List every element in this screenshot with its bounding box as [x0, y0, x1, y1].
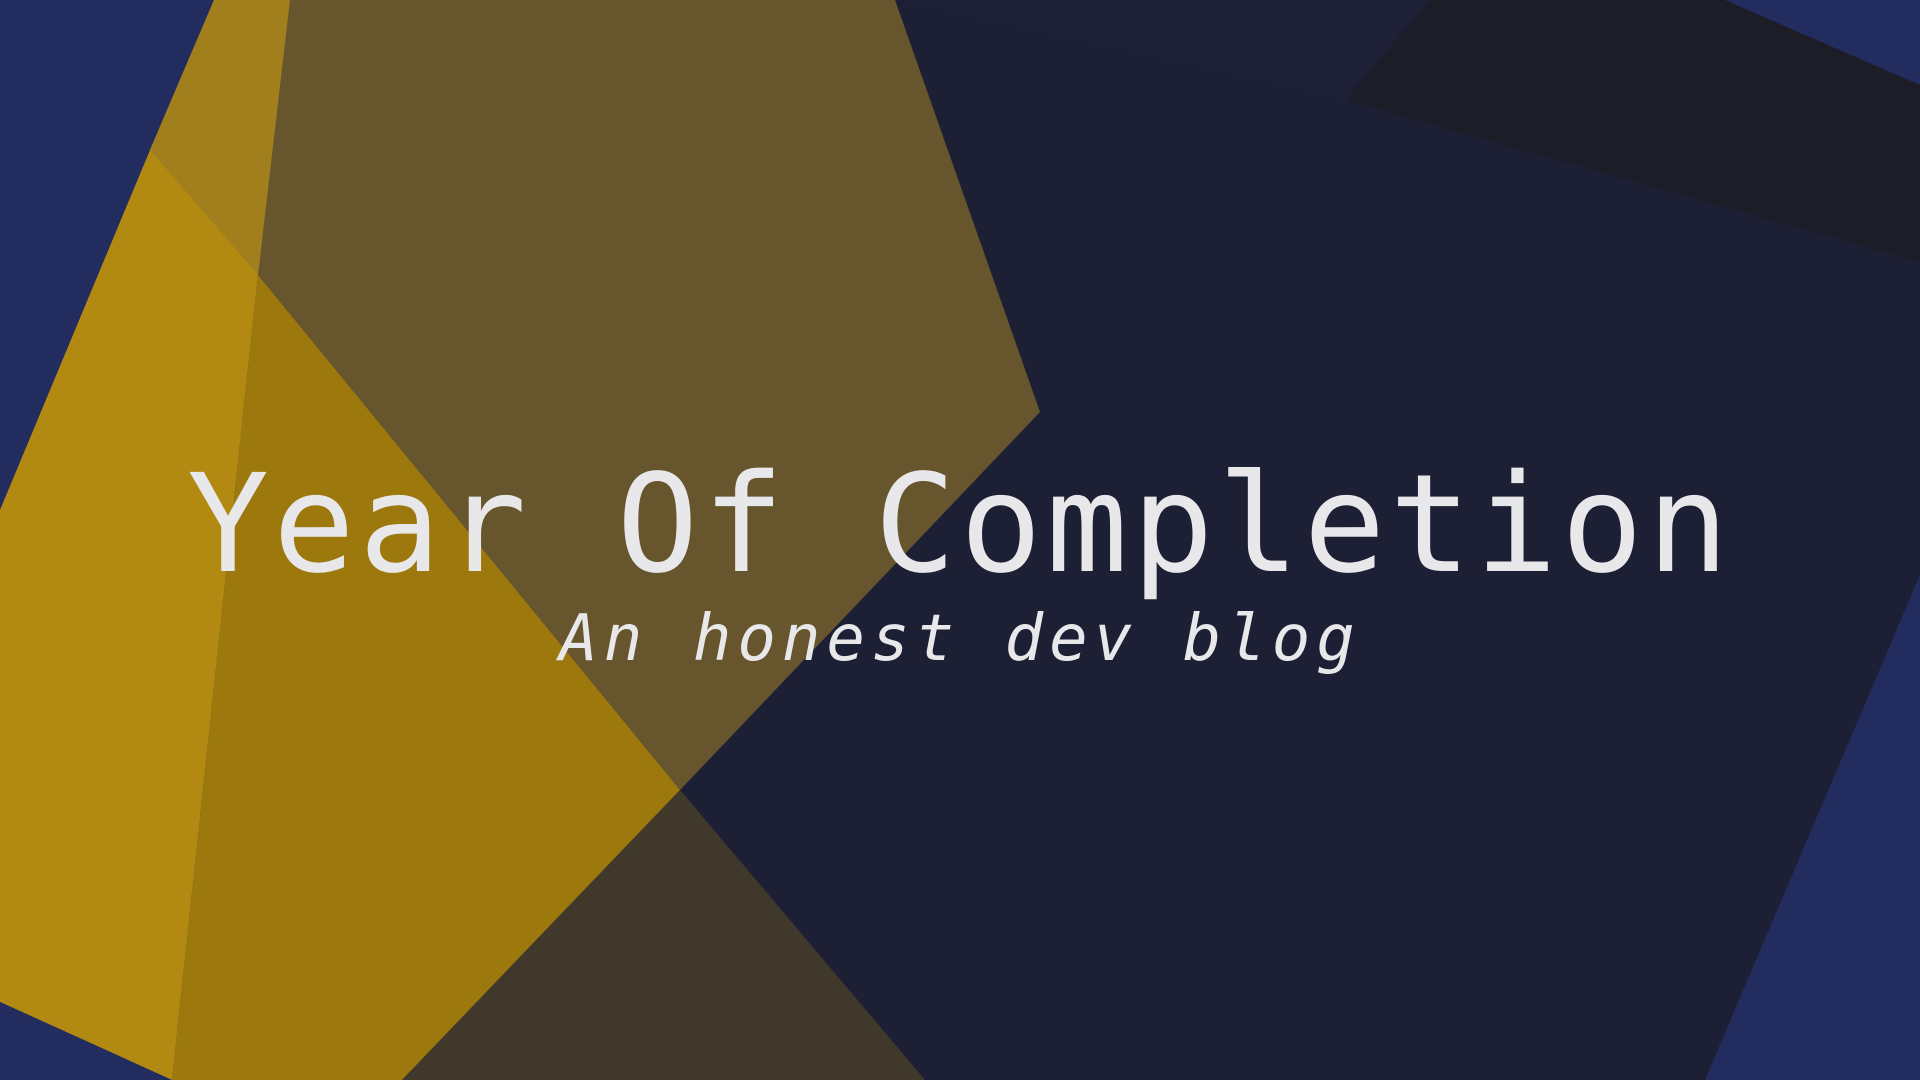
navy-wedge-top-right	[1725, 0, 1920, 85]
navy-wedge-bottom-right	[1705, 575, 1920, 1080]
brown-polygon-bottom	[402, 790, 925, 1080]
dark-polygon-right	[680, 0, 1920, 1080]
olive-polygon-top	[258, 0, 1040, 790]
gold-polygon-mid	[172, 275, 680, 1080]
gold-polygon-left	[0, 0, 290, 1080]
dark-band-top-right	[1345, 0, 1920, 262]
dark-band-top	[895, 0, 1430, 100]
title-block: Year Of Completion An honest dev blog	[0, 455, 1920, 679]
page-title: Year Of Completion	[187, 446, 1733, 604]
navy-wedge-bottom-left	[0, 1002, 172, 1080]
page-subtitle: An honest dev blog	[559, 602, 1361, 676]
gold-sliver-top	[150, 0, 290, 275]
